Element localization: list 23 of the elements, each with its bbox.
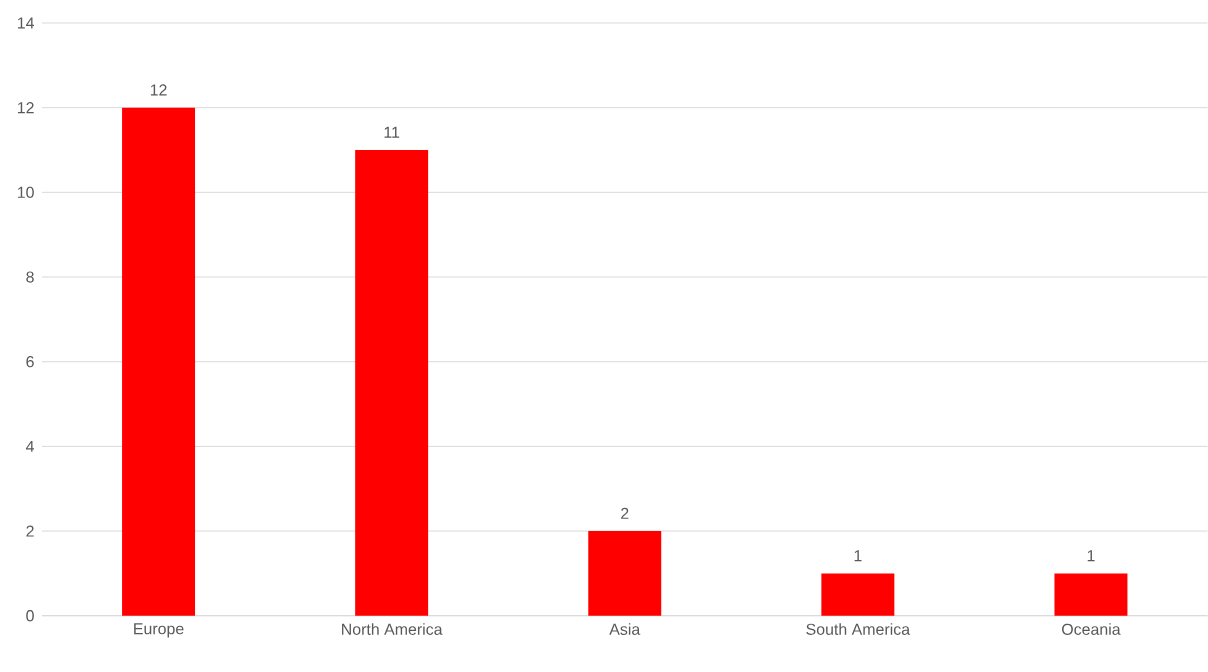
x-tick-label: North America [342,623,443,636]
data-label: 2 [621,507,629,520]
data-label: 1 [1087,550,1095,562]
y-tick-label: 0 [26,610,34,622]
y-tick-label: 8 [26,271,34,283]
y-tick-label: 4 [25,441,35,452]
y-tick-label: 10 [17,186,34,199]
y-tick-label: 12 [17,102,34,114]
bar [821,573,895,616]
x-tick-label: Oceania [1062,623,1121,636]
y-tick-label: 6 [26,356,34,368]
bar [122,107,196,616]
bar [588,531,662,616]
bar [1054,573,1128,616]
y-tick-label: 14 [17,17,35,29]
x-tick-label: South America [806,623,911,636]
data-label: 11 [384,126,400,138]
bar [355,150,429,616]
x-tick-label: Europe [134,623,184,638]
data-label: 12 [150,84,167,96]
y-tick-label: 2 [26,525,34,537]
data-label: 1 [854,550,862,562]
x-tick-label: Asia [609,623,641,636]
